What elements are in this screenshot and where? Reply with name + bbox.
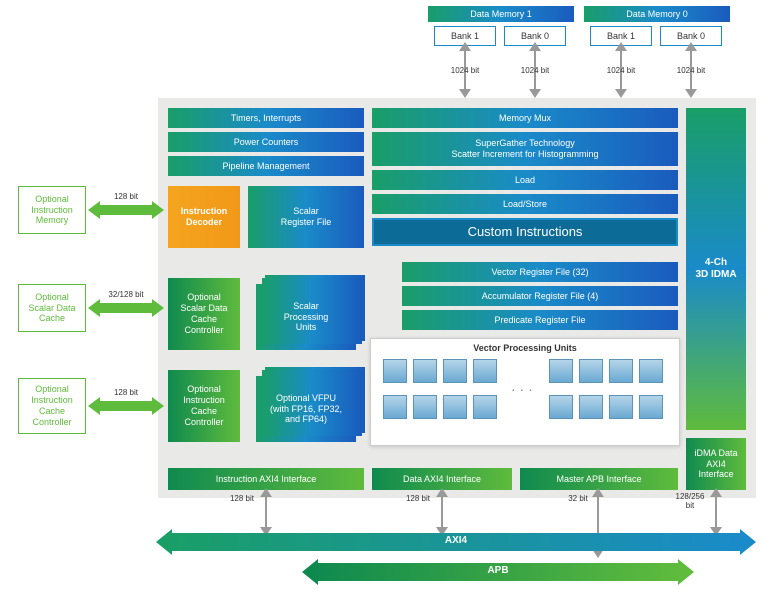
label: Optional Scalar Data Cache Controller — [180, 292, 227, 335]
vpu-title: Vector Processing Units — [371, 339, 679, 353]
vpu-cell — [443, 395, 467, 419]
label: Load/Store — [503, 199, 547, 210]
vpu-cell — [639, 395, 663, 419]
loadstore-block: Load/Store — [372, 194, 678, 214]
label: Vector Processing Units — [473, 343, 577, 353]
vpu-grid: · · · — [371, 353, 679, 435]
vpu-panel: Vector Processing Units · · · — [370, 338, 680, 446]
label: 128 bit — [114, 388, 138, 397]
vpu-cell — [383, 395, 407, 419]
label: 32/128 bit — [108, 290, 143, 299]
custom-instructions-block: Custom Instructions — [372, 218, 678, 246]
scalar-register-block: Scalar Register File — [248, 186, 364, 248]
label: APB — [487, 565, 508, 576]
label: 1024 bit — [603, 66, 639, 75]
label: 128 bit — [226, 494, 258, 503]
vpu-cell — [473, 395, 497, 419]
vpu-cell — [609, 359, 633, 383]
instr-axi4-block: Instruction AXI4 Interface — [168, 468, 364, 490]
label: · · · — [511, 381, 533, 397]
label: Bank 1 — [451, 31, 479, 42]
label: Bank 0 — [521, 31, 549, 42]
label: Optional Scalar Data Cache — [28, 292, 75, 324]
label: Data Memory 0 — [626, 9, 688, 20]
label: SuperGather Technology Scatter Increment… — [451, 138, 598, 160]
label: 1024 bit — [517, 66, 553, 75]
label: Memory Mux — [499, 113, 551, 124]
label: Optional Instruction Cache Controller — [31, 384, 73, 427]
vpu-dots: · · · — [511, 381, 533, 397]
label: Vector Register File (32) — [491, 267, 588, 278]
load-block: Load — [372, 170, 678, 190]
ext-instr-cache-ctrl: Optional Instruction Cache Controller — [18, 378, 86, 434]
label: Bank 0 — [677, 31, 705, 42]
vpu-cell — [639, 359, 663, 383]
label: 128/256 bit — [670, 492, 710, 510]
label: AXI4 — [445, 535, 467, 546]
master-apb-block: Master APB Interface — [520, 468, 678, 490]
ext-instr-memory: Optional Instruction Memory — [18, 186, 86, 234]
pred-reg-block: Predicate Register File — [402, 310, 678, 330]
instruction-decoder-block: Instruction Decoder — [168, 186, 240, 248]
label: Load — [515, 175, 535, 186]
label: Bank 1 — [607, 31, 635, 42]
label: Instruction AXI4 Interface — [216, 474, 317, 485]
scalar-processing-units-block: Scalar Processing Units — [256, 284, 356, 350]
label: Scalar Processing Units — [284, 301, 329, 333]
vector-reg-block: Vector Register File (32) — [402, 262, 678, 282]
data-memory-1-title: Data Memory 1 — [428, 6, 574, 22]
label: Power Counters — [234, 137, 299, 148]
label: Predicate Register File — [494, 315, 585, 326]
label: Master APB Interface — [556, 474, 641, 485]
power-block: Power Counters — [168, 132, 364, 152]
label: Scalar Register File — [281, 206, 332, 228]
label: Data Memory 1 — [470, 9, 532, 20]
vpu-cell — [473, 359, 497, 383]
scalar-cache-controller-block: Optional Scalar Data Cache Controller — [168, 278, 240, 350]
label: Custom Instructions — [468, 224, 583, 240]
vfpu-block: Optional VFPU (with FP16, FP32, and FP64… — [256, 376, 356, 442]
vpu-cell — [549, 395, 573, 419]
label: Optional Instruction Memory — [31, 194, 73, 226]
label: 1024 bit — [447, 66, 483, 75]
vpu-cell — [579, 359, 603, 383]
vpu-cell — [413, 395, 437, 419]
label: 128 bit — [114, 192, 138, 201]
supergather-block: SuperGather Technology Scatter Increment… — [372, 132, 678, 166]
memmux-block: Memory Mux — [372, 108, 678, 128]
vpu-cell — [413, 359, 437, 383]
data-axi4-block: Data AXI4 Interface — [372, 468, 512, 490]
vpu-cell — [609, 395, 633, 419]
data-memory-0-title: Data Memory 0 — [584, 6, 730, 22]
idma-axi4-block: iDMA Data AXI4 Interface — [686, 438, 746, 490]
label: iDMA Data AXI4 Interface — [694, 448, 737, 480]
label: Pipeline Management — [222, 161, 309, 172]
timers-block: Timers, Interrupts — [168, 108, 364, 128]
label: Accumulator Register File (4) — [482, 291, 599, 302]
label: 128 bit — [402, 494, 434, 503]
label: 32 bit — [564, 494, 592, 503]
ext-scalar-cache: Optional Scalar Data Cache — [18, 284, 86, 332]
label: Data AXI4 Interface — [403, 474, 481, 485]
idma-block: 4-Ch 3D IDMA — [686, 108, 746, 430]
vpu-cell — [579, 395, 603, 419]
instr-cache-controller-block: Optional Instruction Cache Controller — [168, 370, 240, 442]
label: Optional VFPU (with FP16, FP32, and FP64… — [270, 393, 342, 425]
vpu-cell — [549, 359, 573, 383]
label: Instruction Decoder — [181, 206, 228, 228]
label: Timers, Interrupts — [231, 113, 301, 124]
label: Optional Instruction Cache Controller — [183, 384, 225, 427]
acc-reg-block: Accumulator Register File (4) — [402, 286, 678, 306]
vpu-cell — [443, 359, 467, 383]
label: 4-Ch 3D IDMA — [695, 257, 736, 281]
pipeline-block: Pipeline Management — [168, 156, 364, 176]
label: 1024 bit — [673, 66, 709, 75]
vpu-cell — [383, 359, 407, 383]
